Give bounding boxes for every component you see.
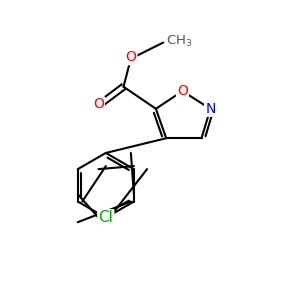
Text: CH$_3$: CH$_3$ [166,34,193,49]
Text: Cl: Cl [98,210,113,225]
Text: O: O [93,98,104,111]
Text: N: N [205,102,215,116]
Text: O: O [125,50,136,64]
Text: O: O [177,84,188,98]
